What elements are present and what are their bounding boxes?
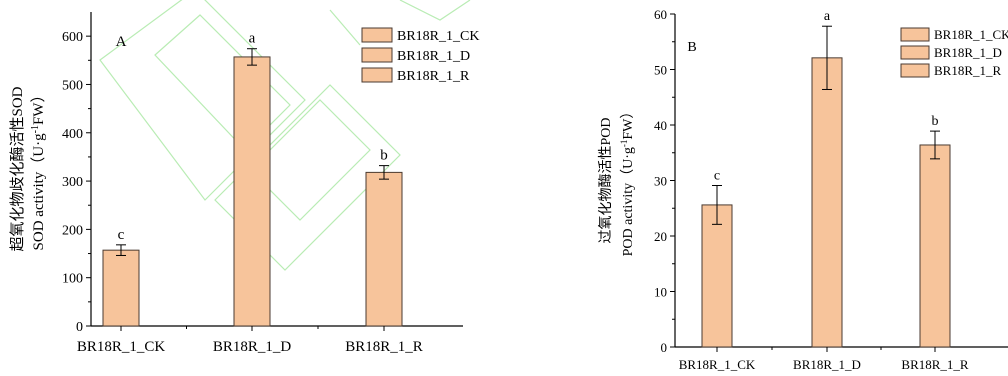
y-tick-label: 0 xyxy=(76,320,83,335)
x-tick-label: BR18R_1_CK xyxy=(77,339,166,355)
y-tick-label: 500 xyxy=(62,78,83,93)
y-tick-label: 200 xyxy=(62,223,83,238)
legend-swatch xyxy=(361,67,393,83)
x-tick-label: BR18R_1_D xyxy=(793,357,861,372)
legend-label: BR18R_1_CK xyxy=(397,29,479,44)
y-tick-label: 400 xyxy=(62,127,83,142)
y-tick-label: 60 xyxy=(654,7,667,22)
legend-label: BR18R_1_R xyxy=(934,63,1002,78)
significance-letter: a xyxy=(824,9,831,24)
y-tick-label: 0 xyxy=(661,340,668,355)
y-tick-label: 50 xyxy=(654,63,667,78)
x-tick-label: BR18R_1_D xyxy=(213,339,292,355)
y-tick-label: 40 xyxy=(654,118,667,133)
significance-letter: c xyxy=(118,227,125,243)
bar xyxy=(102,249,140,327)
y-tick-label: 300 xyxy=(62,175,83,190)
panel-label: A xyxy=(116,34,127,50)
y-tick-label: 600 xyxy=(62,30,83,45)
watermark-stroke xyxy=(154,14,291,151)
watermark-stroke xyxy=(99,0,306,201)
legend-label: BR18R_1_R xyxy=(397,69,470,84)
legend-swatch xyxy=(361,27,393,43)
y-axis-title-cn: 过氧化物酶活性POD xyxy=(598,117,614,243)
y-axis-title-en: SOD activity（U·g-1FW） xyxy=(30,88,48,251)
legend-label: BR18R_1_D xyxy=(397,49,470,64)
y-tick-label: 10 xyxy=(654,285,667,300)
sod-chart-panel: 0 100 200 300 400 500 600 c BR18R_1_CK a BR18R_1_D… xyxy=(9,12,479,355)
bar xyxy=(701,204,733,348)
watermark-stroke xyxy=(249,99,371,221)
significance-letter: b xyxy=(380,148,388,164)
y-axis-title-en: POD activity（U·g-1FW） xyxy=(619,105,636,257)
panel-label: B xyxy=(687,40,696,55)
x-tick-label: BR18R_1_CK xyxy=(679,357,756,372)
legend-label: BR18R_1_CK xyxy=(934,27,1008,42)
y-tick-label: 100 xyxy=(62,272,83,287)
watermark-stroke xyxy=(329,9,361,46)
legend-swatch xyxy=(900,63,930,78)
legend-swatch xyxy=(361,47,393,63)
significance-letter: a xyxy=(249,31,256,47)
significance-letter: b xyxy=(932,114,939,129)
legend-label: BR18R_1_D xyxy=(934,45,1002,60)
legend-swatch xyxy=(900,45,930,60)
bar xyxy=(919,144,951,348)
bar xyxy=(811,57,843,348)
y-tick-label: 30 xyxy=(654,174,667,189)
x-tick-label: BR18R_1_R xyxy=(901,357,969,372)
legend-swatch xyxy=(900,27,930,42)
watermark xyxy=(99,0,471,271)
pod-chart-panel: 0102030405060cBR18R_1_CKaBR18R_1_DbBR18R… xyxy=(598,7,1008,372)
watermark-stroke xyxy=(399,0,471,21)
bar xyxy=(233,56,271,327)
significance-letter: c xyxy=(714,168,720,183)
y-tick-label: 20 xyxy=(654,229,667,244)
y-axis-title-cn: 超氧化物歧化酶活性SOD xyxy=(9,86,26,251)
bar xyxy=(365,171,403,327)
x-tick-label: BR18R_1_R xyxy=(345,339,423,355)
